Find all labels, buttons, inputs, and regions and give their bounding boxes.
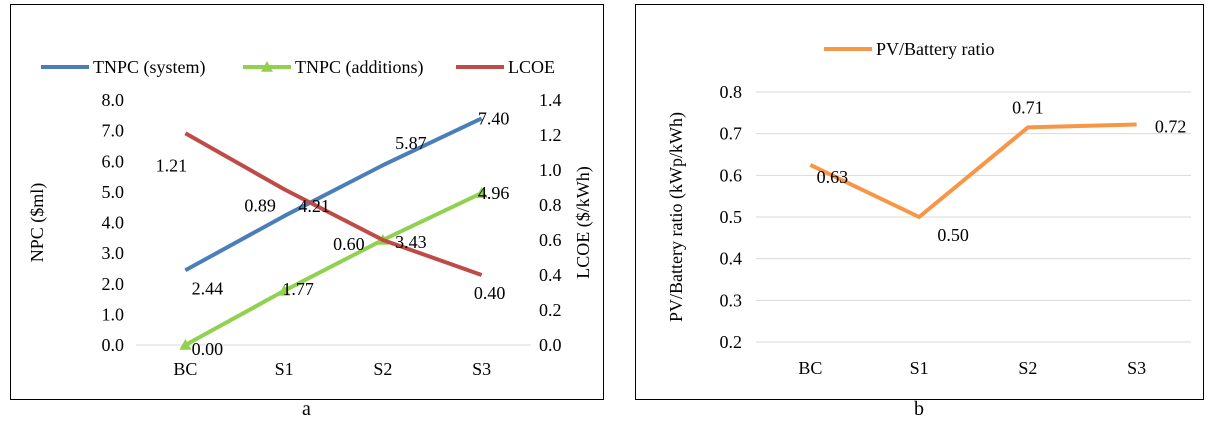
legend-label: PV/Battery ratio <box>876 39 994 59</box>
y-tick-label: 0.6 <box>720 165 743 185</box>
y-tick-label-right: 0.0 <box>539 335 562 355</box>
data-label: 4.21 <box>298 196 330 216</box>
data-label: 0.60 <box>333 234 365 254</box>
data-point-marker <box>278 284 291 296</box>
y-tick-label-right: 1.2 <box>539 125 562 145</box>
y-axis-title: PV/Battery ratio (kWp/kWh) <box>666 112 687 322</box>
y-tick-label-right: 0.2 <box>539 300 562 320</box>
series-line <box>184 191 483 347</box>
data-label: 0.89 <box>244 195 276 215</box>
y-tick-label-right: 0.4 <box>539 265 562 285</box>
y-tick-label: 0.8 <box>720 82 743 102</box>
legend-label: LCOE <box>508 57 555 77</box>
x-tick-label: S1 <box>910 358 929 378</box>
x-tick-label: BC <box>798 358 822 378</box>
y-tick-label-left: 7.0 <box>102 121 125 141</box>
data-label: 1.21 <box>156 155 188 175</box>
data-label: 0.63 <box>817 167 849 187</box>
data-label: 4.96 <box>478 183 510 203</box>
chart-b-svg: 0.2 0.3 0.4 0.5 0.6 0.7 0.8 BC S1 S2 S3 PV/Battery … <box>666 39 1191 378</box>
y-tick-label: 0.4 <box>720 249 743 269</box>
y-tick-label-right: 1.0 <box>539 160 562 180</box>
y-tick-label: 0.2 <box>720 332 743 352</box>
x-tick-label: S3 <box>1127 358 1146 378</box>
y-tick-label-left: 8.0 <box>102 90 125 110</box>
y-tick-label: 0.5 <box>720 207 743 227</box>
x-tick-label: S3 <box>472 359 491 379</box>
y-tick-label-left: 0.0 <box>102 335 125 355</box>
y-tick-label-left: 4.0 <box>102 213 125 233</box>
chart-panel-a: 0.0 1.0 2.0 3.0 4.0 5.0 6.0 7.0 8.0 0.0 0.2 0.4 0.6 0… <box>10 4 604 400</box>
chart-panel-b: 0.2 0.3 0.4 0.5 0.6 0.7 0.8 BC S1 S2 S3 PV/Battery … <box>635 4 1204 400</box>
y-tick-label-left: 2.0 <box>102 274 125 294</box>
y-tick-label-right: 0.6 <box>539 230 562 250</box>
x-tick-label: BC <box>173 359 197 379</box>
y-tick-label-right: 0.8 <box>539 195 562 215</box>
y-tick-label-left: 1.0 <box>102 304 125 324</box>
data-label: 0.00 <box>192 339 224 359</box>
data-label: 7.40 <box>478 108 510 128</box>
data-point-marker <box>475 187 488 198</box>
data-label: 0.40 <box>474 283 506 303</box>
series-line <box>809 122 1137 219</box>
y-axis-title-right: LCOE ($/kWh) <box>573 166 594 278</box>
data-label: 1.77 <box>282 279 314 299</box>
data-label: 0.72 <box>1155 117 1187 137</box>
series-line <box>184 131 483 277</box>
x-tick-label: S2 <box>373 359 392 379</box>
y-tick-label-left: 5.0 <box>102 182 125 202</box>
series-line <box>184 116 483 273</box>
data-point-marker <box>179 339 192 350</box>
legend-label: TNPC (system) <box>93 57 206 78</box>
data-label: 0.71 <box>1012 97 1044 117</box>
data-label: 3.43 <box>395 232 427 252</box>
x-tick-label: S1 <box>275 359 294 379</box>
y-tick-label-left: 3.0 <box>102 243 125 263</box>
caption-b: b <box>914 398 924 420</box>
legend-marker <box>261 61 273 72</box>
y-tick-label: 0.7 <box>720 124 743 144</box>
data-label: 5.87 <box>395 133 427 153</box>
chart-a-svg: 0.01.02.03.04.05.06.07.08.00.00.20.40.60… <box>27 57 594 379</box>
data-label: 0.50 <box>937 225 969 245</box>
y-tick-label-right: 1.4 <box>539 90 562 110</box>
y-axis-title-left: NPC ($ml) <box>27 183 48 263</box>
legend-label: TNPC (additions) <box>295 57 424 78</box>
data-label: 2.44 <box>192 278 224 298</box>
caption-a: a <box>302 398 311 420</box>
y-tick-label-left: 6.0 <box>102 151 125 171</box>
y-tick-label: 0.3 <box>720 290 743 310</box>
x-tick-label: S2 <box>1018 358 1037 378</box>
